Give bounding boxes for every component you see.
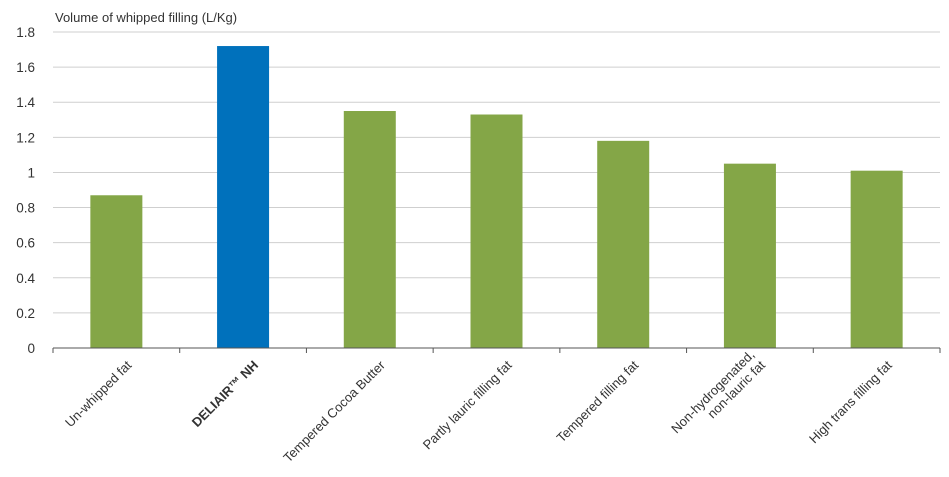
- y-tick-label: 1.8: [16, 25, 35, 40]
- bars: [90, 46, 903, 349]
- y-axis-title: Volume of whipped filling (L/Kg): [55, 10, 237, 25]
- bar: [470, 114, 523, 348]
- y-tick-label: 0.2: [16, 306, 35, 321]
- y-tick-label: 0: [27, 341, 35, 356]
- bar: [217, 46, 270, 349]
- x-tick-label: Un-whipped fat: [62, 357, 135, 430]
- y-tick-label: 0.4: [16, 271, 35, 286]
- y-axis-ticks: 0 0.2 0.4 0.6 0.8 1 1.2 1.4 1.6 1.8: [16, 25, 35, 356]
- x-axis-ticks: Un-whipped fat DELIAIR™ NH Tempered Cocoa …: [62, 347, 895, 465]
- x-tick-label: Tempered filling fat: [554, 357, 642, 445]
- x-axis: [52, 347, 941, 353]
- bar: [90, 195, 143, 348]
- x-tick-label: Partly lauric filling fat: [420, 357, 515, 452]
- bar: [723, 163, 776, 348]
- bar: [850, 170, 903, 348]
- x-tick-label: High trans filling fat: [806, 357, 895, 446]
- bar: [343, 111, 396, 348]
- y-tick-label: 1: [27, 165, 35, 180]
- x-tick-label: DELIAIR™ NH: [189, 358, 261, 430]
- y-tick-label: 1.6: [16, 60, 35, 75]
- y-tick-label: 1.4: [16, 95, 35, 110]
- y-tick-label: 0.6: [16, 236, 35, 251]
- x-tick-label: Non-hydrogenated,non-lauric fat: [668, 347, 768, 447]
- bar: [597, 140, 650, 348]
- x-tick-label: Tempered Cocoa Butter: [280, 357, 388, 465]
- y-tick-label: 0.8: [16, 201, 35, 216]
- y-tick-label: 1.2: [16, 130, 35, 145]
